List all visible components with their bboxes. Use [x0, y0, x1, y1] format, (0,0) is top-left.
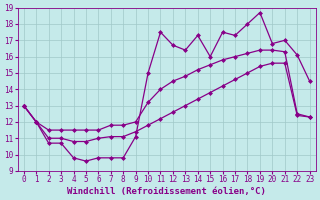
X-axis label: Windchill (Refroidissement éolien,°C): Windchill (Refroidissement éolien,°C): [67, 187, 266, 196]
